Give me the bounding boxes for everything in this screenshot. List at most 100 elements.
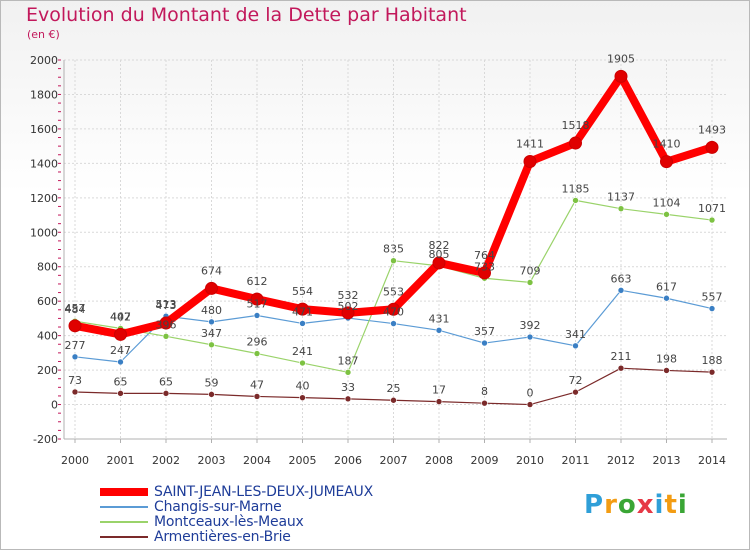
data-label: 47: [250, 378, 264, 391]
data-point: [344, 395, 352, 403]
data-label: 341: [565, 328, 586, 341]
y-tick-label: 1000: [30, 226, 58, 239]
data-label: 822: [429, 239, 450, 252]
data-point: [572, 342, 579, 350]
data-label: 0: [527, 387, 534, 400]
data-point: [663, 367, 670, 374]
data-point: [117, 358, 124, 366]
data-point: [526, 279, 534, 286]
data-label: 484: [65, 303, 86, 316]
data-point: [708, 305, 716, 312]
chart-legend: SAINT-JEAN-LES-DEUX-JUMEAUX Changis-sur-…: [100, 484, 373, 545]
data-label: 513: [156, 298, 177, 311]
data-label: 1104: [653, 196, 681, 209]
x-tick-label: 2000: [61, 454, 89, 467]
data-label: 502: [338, 300, 359, 313]
data-label: 442: [110, 310, 131, 323]
legend-item-changis: Changis-sur-Marne: [100, 498, 373, 515]
data-label: 1905: [607, 52, 635, 65]
data-point: [390, 320, 397, 327]
data-label: 277: [65, 339, 86, 352]
x-tick-label: 2001: [107, 454, 135, 467]
data-point: [159, 316, 173, 330]
data-point: [68, 319, 82, 333]
data-point: [208, 318, 215, 326]
data-point: [205, 281, 218, 295]
y-tick-label: 0: [51, 399, 58, 412]
data-label: 241: [292, 345, 313, 358]
data-point: [660, 155, 673, 169]
data-label: 59: [205, 376, 219, 389]
data-point: [705, 140, 719, 154]
data-point: [526, 333, 534, 341]
data-point: [117, 390, 124, 397]
legend-swatch: [100, 505, 148, 508]
data-label: 471: [292, 305, 313, 318]
data-label: 457: [65, 302, 86, 315]
y-tick-label: 800: [37, 261, 58, 274]
data-label: 296: [247, 336, 268, 349]
data-label: 554: [292, 285, 313, 298]
data-label: 357: [474, 325, 495, 338]
data-label: 480: [201, 304, 222, 317]
data-point: [663, 211, 670, 218]
proxiti-logo: Proxiti: [584, 490, 688, 520]
legend-label: Changis-sur-Marne: [154, 498, 282, 515]
x-tick-label: 2003: [198, 454, 226, 467]
x-tick-label: 2013: [653, 454, 681, 467]
data-label: 1185: [562, 182, 590, 195]
x-tick-label: 2010: [516, 454, 544, 467]
data-label: 65: [114, 375, 128, 388]
legend-swatch: [100, 520, 148, 523]
data-point: [299, 320, 306, 327]
data-label: 40: [296, 380, 310, 393]
data-label: 612: [247, 275, 268, 288]
data-point: [617, 287, 625, 294]
logo-letter: i: [677, 490, 688, 520]
data-label: 1518: [562, 119, 590, 132]
data-label: 1493: [698, 123, 726, 136]
data-point: [663, 294, 670, 302]
logo-letter: x: [636, 490, 655, 520]
data-label: 211: [611, 350, 632, 363]
data-point: [481, 399, 488, 407]
data-label: 396: [156, 318, 177, 331]
y-tick-label: -200: [33, 433, 58, 446]
legend-swatch: [100, 535, 148, 538]
data-label: 470: [383, 306, 404, 319]
y-tick-label: 1600: [30, 123, 58, 136]
chart-title: Evolution du Montant de la Dette par Hab…: [26, 4, 467, 26]
data-label: 392: [520, 319, 541, 332]
data-label: 65: [159, 375, 173, 388]
data-label: 72: [569, 374, 583, 387]
data-label: 407: [110, 310, 131, 323]
data-label: 33: [341, 381, 355, 394]
x-tick-label: 2006: [334, 454, 362, 467]
data-label: 709: [520, 264, 541, 277]
legend-item-armentieres: Armentières-en-Brie: [100, 529, 373, 545]
data-label: 557: [702, 291, 723, 304]
data-point: [481, 339, 488, 347]
data-point: [253, 393, 261, 400]
data-label: 553: [383, 285, 404, 298]
data-point: [299, 394, 306, 401]
data-label: 188: [702, 354, 723, 367]
data-point: [617, 364, 625, 372]
data-label: 73: [68, 374, 82, 387]
data-point: [708, 368, 716, 376]
y-tick-label: 1800: [30, 88, 58, 101]
legend-item-montceaux: Montceaux-lès-Meaux: [100, 514, 373, 530]
data-point: [299, 359, 306, 367]
data-point: [708, 216, 716, 224]
x-tick-label: 2014: [698, 454, 726, 467]
data-label: 674: [201, 264, 222, 277]
data-label: 431: [429, 312, 450, 325]
data-label: 247: [110, 344, 131, 357]
legend-swatch: [100, 487, 148, 496]
data-point: [114, 327, 127, 341]
data-label: 1411: [516, 137, 544, 150]
x-tick-label: 2008: [425, 454, 453, 467]
x-tick-label: 2004: [243, 454, 271, 467]
y-tick-label: 1400: [30, 157, 58, 170]
